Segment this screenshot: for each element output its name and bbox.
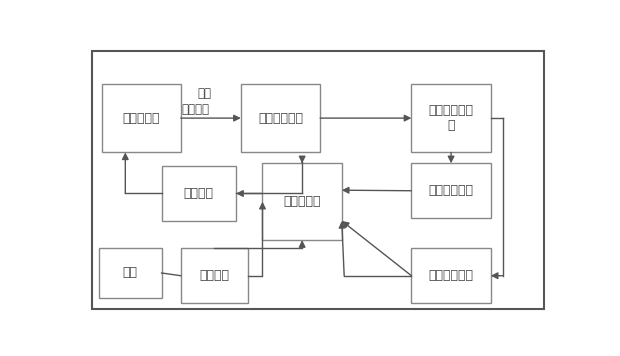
Text: 第一单片机: 第一单片机 <box>122 111 160 125</box>
Text: 光耦通信: 光耦通信 <box>184 187 214 200</box>
Bar <box>412 163 491 218</box>
Text: 电源: 电源 <box>123 267 138 279</box>
Bar <box>262 163 342 240</box>
Bar <box>102 84 181 152</box>
Text: 光耦驱动电路: 光耦驱动电路 <box>258 111 303 125</box>
Bar <box>99 248 162 298</box>
Bar <box>412 248 491 303</box>
Text: 相位驱动: 相位驱动 <box>181 103 209 116</box>
Text: 过零检测: 过零检测 <box>200 269 229 282</box>
Bar <box>412 84 491 152</box>
Text: 电压采样电路: 电压采样电路 <box>428 269 474 282</box>
Bar <box>162 166 236 221</box>
Text: 第二单片机: 第二单片机 <box>283 195 321 208</box>
Text: 调压: 调压 <box>198 87 212 100</box>
Bar <box>241 84 320 152</box>
Text: 可控硅输出电
路: 可控硅输出电 路 <box>428 104 474 132</box>
Text: 电流采样电路: 电流采样电路 <box>428 184 474 197</box>
Bar <box>181 248 248 303</box>
